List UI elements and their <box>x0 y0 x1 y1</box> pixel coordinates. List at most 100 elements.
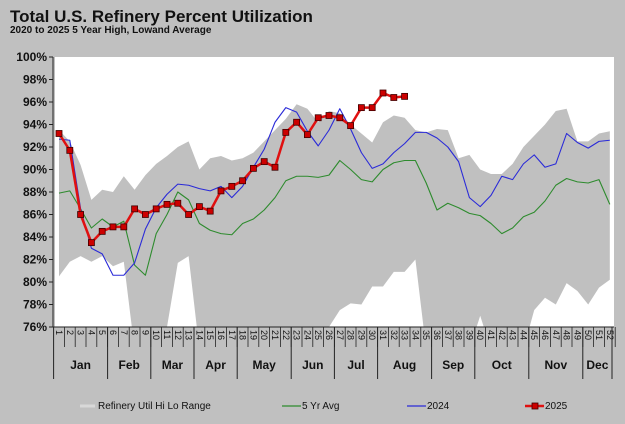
month-label: May <box>253 358 277 372</box>
data-point-2025 <box>88 239 95 247</box>
data-point-2025 <box>357 104 365 112</box>
week-label: 42 <box>497 330 507 340</box>
chart-title: Total U.S. Refinery Percent Utilization <box>10 7 313 26</box>
week-label: 22 <box>281 330 291 340</box>
data-point-2025 <box>217 187 225 195</box>
week-label: 8 <box>130 330 140 335</box>
y-tick-label: 86% <box>23 208 47 222</box>
data-point-2025 <box>206 207 214 215</box>
data-point-2025 <box>390 94 398 101</box>
chart-subtitle: 2020 to 2025 5 Year High, Lowand Average <box>10 25 212 36</box>
legend-label-2025: 2025 <box>545 401 568 412</box>
week-label: 29 <box>356 330 366 340</box>
week-label: 51 <box>594 330 604 340</box>
legend-label-5-yr-avg: 5 Yr Avg <box>302 401 339 412</box>
y-tick-label: 92% <box>23 140 47 154</box>
month-label: Feb <box>119 358 140 372</box>
week-label: 1 <box>54 330 64 335</box>
y-tick-label: 84% <box>23 230 47 244</box>
month-label: Sep <box>442 358 464 372</box>
week-label: 48 <box>562 330 572 340</box>
y-tick-label: 78% <box>23 298 47 312</box>
week-label: 43 <box>508 330 518 340</box>
week-label: 35 <box>421 330 431 340</box>
week-label: 25 <box>313 330 323 340</box>
month-label: Aug <box>393 358 416 372</box>
y-tick-label: 96% <box>23 95 47 109</box>
data-point-2025 <box>293 118 301 126</box>
data-point-2025 <box>152 205 160 213</box>
week-label: 52 <box>605 330 615 340</box>
data-point-2025 <box>271 163 279 171</box>
week-label: 21 <box>270 330 280 340</box>
week-label: 46 <box>540 330 550 340</box>
week-label: 14 <box>194 330 204 340</box>
week-label: 17 <box>227 330 237 340</box>
week-label: 39 <box>464 330 474 340</box>
data-point-2025 <box>260 158 268 166</box>
week-label: 28 <box>346 330 356 340</box>
week-label: 50 <box>583 330 593 340</box>
data-point-2025 <box>185 211 193 218</box>
week-label: 9 <box>140 330 150 335</box>
week-label: 19 <box>248 330 258 340</box>
data-point-2025 <box>195 203 203 211</box>
y-tick-label: 88% <box>23 185 47 199</box>
week-label: 26 <box>324 330 334 340</box>
week-label: 15 <box>205 330 215 340</box>
data-point-2025 <box>249 164 257 172</box>
month-label: Apr <box>205 358 226 372</box>
month-label: Jan <box>70 358 91 372</box>
data-point-2025 <box>77 211 84 218</box>
data-point-2025 <box>336 114 344 122</box>
week-label: 23 <box>292 330 302 340</box>
week-label: 38 <box>454 330 464 340</box>
week-label: 11 <box>162 330 172 339</box>
month-label: Jun <box>302 358 323 372</box>
week-label: 34 <box>410 330 420 340</box>
data-point-2025 <box>141 211 149 218</box>
data-point-2025 <box>401 92 409 100</box>
week-label: 27 <box>335 330 345 340</box>
data-point-2025 <box>347 122 355 130</box>
data-point-2025 <box>303 131 311 139</box>
y-tick-label: 90% <box>23 163 47 177</box>
y-tick-label: 82% <box>23 253 47 267</box>
data-point-2025 <box>314 114 322 122</box>
data-point-2025 <box>174 199 182 207</box>
week-label: 45 <box>529 330 539 340</box>
week-label: 37 <box>443 330 453 340</box>
week-label: 31 <box>378 330 388 340</box>
y-tick-label: 98% <box>23 73 47 87</box>
data-point-2025 <box>120 223 128 231</box>
legend-marker <box>531 402 539 410</box>
week-label: 24 <box>302 330 312 340</box>
data-point-2025 <box>98 227 106 235</box>
hi-lo-range-area <box>59 104 610 327</box>
week-label: 30 <box>367 330 377 340</box>
week-label: 5 <box>97 330 107 335</box>
week-label: 4 <box>86 330 96 335</box>
y-tick-label: 100% <box>16 50 47 64</box>
legend-label-2024: 2024 <box>427 401 450 412</box>
y-tick-label: 94% <box>23 118 47 132</box>
week-label: 16 <box>216 330 226 340</box>
month-label: Mar <box>162 358 184 372</box>
month-label: Oct <box>492 358 512 372</box>
week-label: 6 <box>108 330 118 335</box>
y-tick-label: 76% <box>23 320 47 334</box>
week-label: 49 <box>572 330 582 340</box>
data-point-2025 <box>55 130 63 137</box>
week-label: 33 <box>400 330 410 340</box>
week-label: 13 <box>184 330 194 340</box>
week-label: 40 <box>475 330 485 340</box>
week-label: 44 <box>518 330 528 340</box>
week-label: 32 <box>389 330 399 340</box>
legend-label-range: Refinery Util Hi Lo Range <box>98 401 211 412</box>
week-label: 7 <box>119 330 129 335</box>
week-label: 2 <box>65 330 75 335</box>
week-label: 12 <box>173 330 183 340</box>
data-point-2025 <box>325 112 333 119</box>
data-point-2025 <box>66 146 74 154</box>
data-point-2025 <box>379 89 387 97</box>
